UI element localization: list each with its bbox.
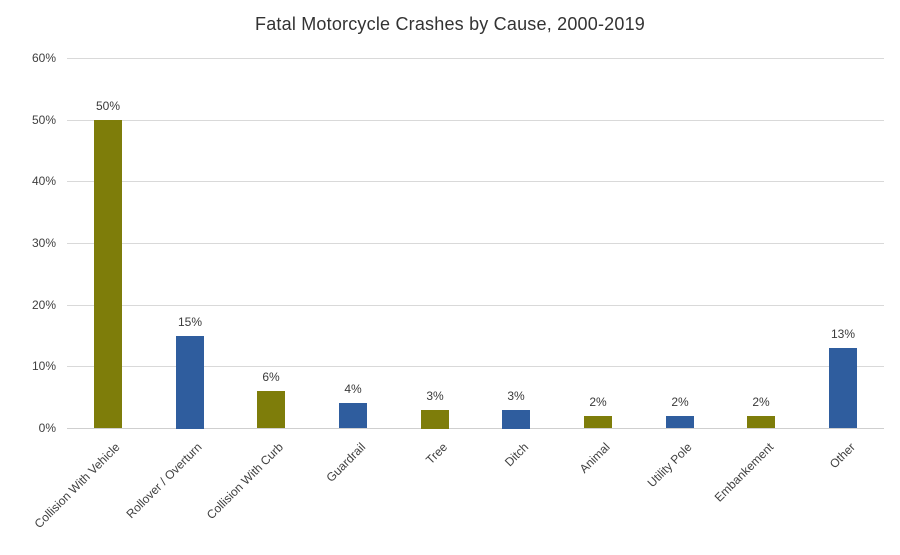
x-tick-label: Guardrail xyxy=(323,440,368,485)
bar-embankement xyxy=(747,416,775,428)
bar-tree xyxy=(421,410,449,429)
x-tick-label: Tree xyxy=(422,440,450,468)
bar-collision-with-curb xyxy=(257,391,285,428)
y-tick-label: 50% xyxy=(31,113,56,127)
x-tick-label: Animal xyxy=(577,440,613,476)
x-tick-label: Collision With Curb xyxy=(203,440,286,523)
bar-utility-pole xyxy=(666,416,694,428)
y-tick-label: 40% xyxy=(31,174,56,188)
bar-collision-with-vehicle xyxy=(94,120,122,428)
bar-value-label: 2% xyxy=(752,395,770,409)
bar-value-label: 13% xyxy=(830,327,856,341)
y-tick-label: 60% xyxy=(31,51,56,65)
gridline xyxy=(67,120,884,121)
bar-value-label: 4% xyxy=(344,382,362,396)
y-tick-label: 0% xyxy=(38,421,56,435)
bar-animal xyxy=(584,416,612,428)
y-tick-label: 20% xyxy=(31,298,56,312)
bar-value-label: 3% xyxy=(507,389,525,403)
y-tick-label: 30% xyxy=(31,236,56,250)
bar-value-label: 15% xyxy=(177,315,203,329)
x-tick-label: Ditch xyxy=(501,440,531,470)
gridline xyxy=(67,305,884,306)
x-tick-label: Other xyxy=(826,440,858,472)
x-tick-label: Embankement xyxy=(711,440,776,505)
y-tick-label: 10% xyxy=(31,359,56,373)
x-tick-label: Collision With Vehicle xyxy=(31,440,123,532)
chart-title: Fatal Motorcycle Crashes by Cause, 2000-… xyxy=(255,14,645,34)
x-axis-line xyxy=(67,428,884,429)
bar-guardrail xyxy=(339,403,367,428)
bar-value-label: 6% xyxy=(262,370,280,384)
bar-value-label: 2% xyxy=(671,395,689,409)
bar-value-label: 50% xyxy=(95,99,121,113)
bar-ditch xyxy=(502,410,530,429)
bar-other xyxy=(829,348,857,428)
gridline xyxy=(67,58,884,59)
x-tick-label: Rollover / Overturn xyxy=(123,440,205,522)
bar-rollover-overturn xyxy=(176,336,204,429)
gridline xyxy=(67,243,884,244)
bar-value-label: 2% xyxy=(589,395,607,409)
x-tick-label: Utility Pole xyxy=(644,440,695,490)
gridline xyxy=(67,366,884,367)
bar-value-label: 3% xyxy=(426,389,444,403)
gridline xyxy=(67,181,884,182)
